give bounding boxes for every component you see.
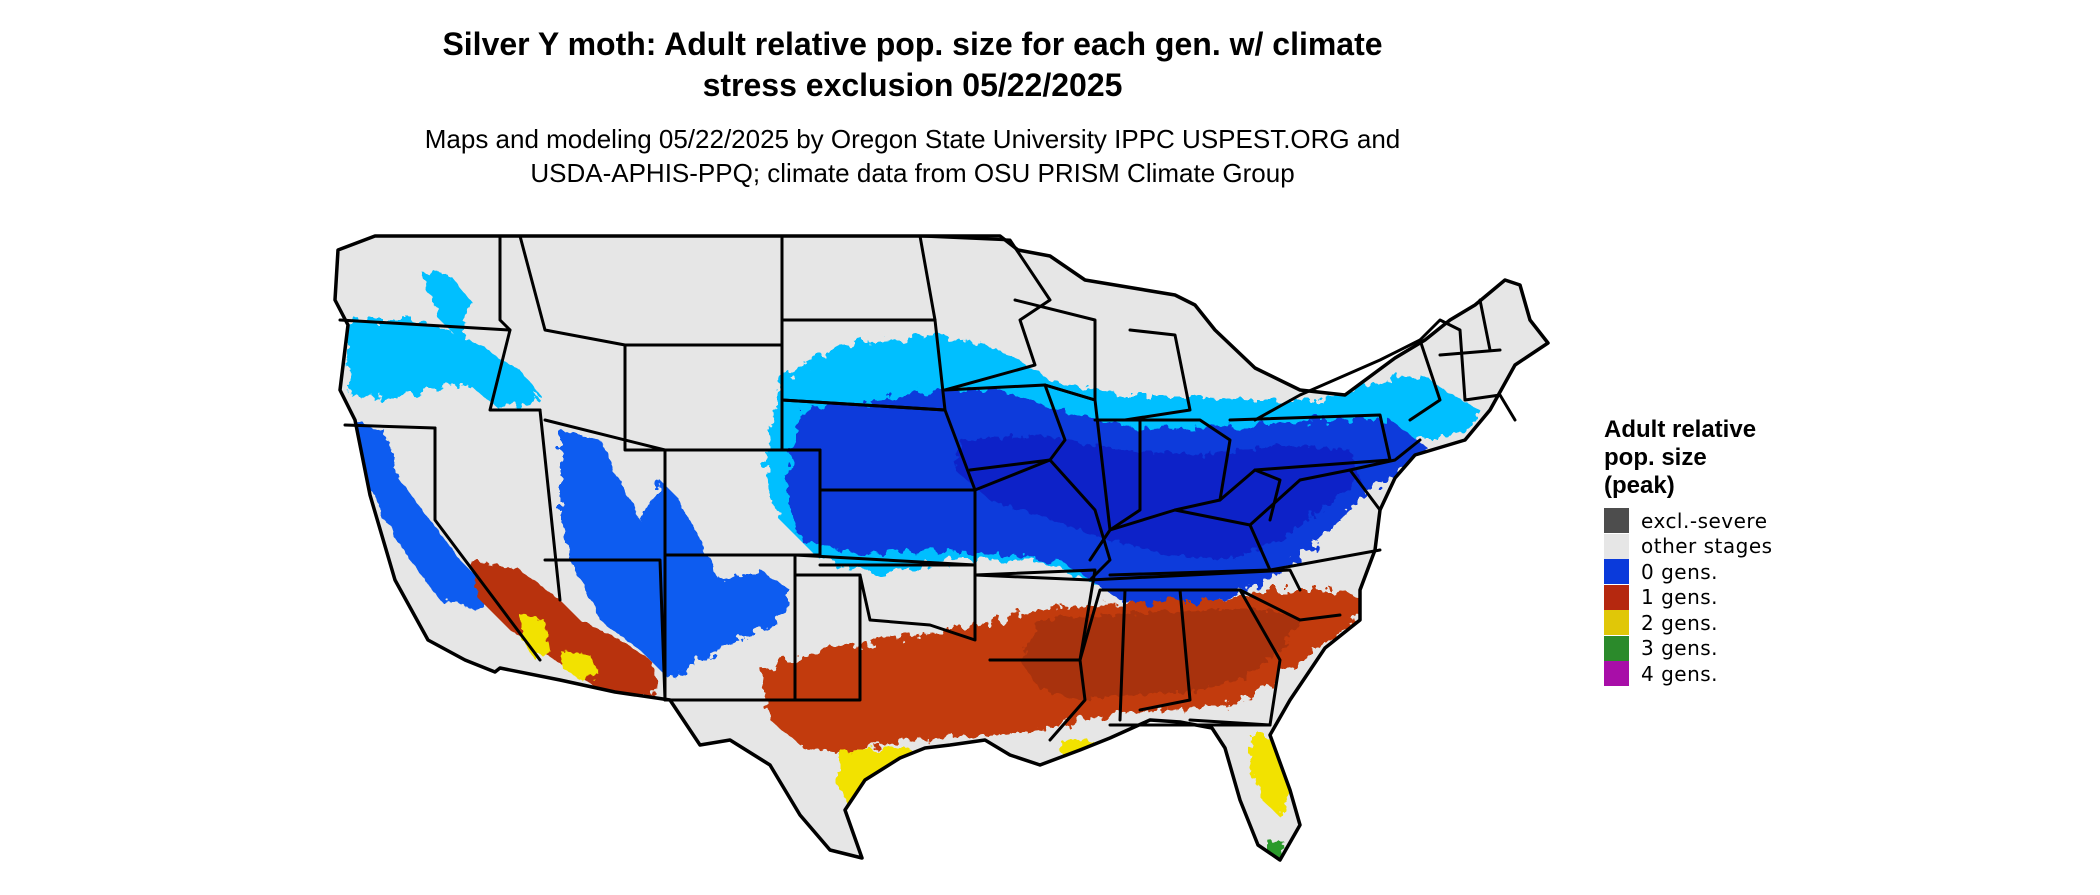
new-england-borders: [1418, 298, 1517, 422]
il-border: [1043, 383, 1112, 562]
state-borders: [338, 234, 1517, 742]
legend-title-line-2: pop. size: [1604, 444, 1707, 471]
ny-border: [1253, 338, 1442, 422]
zone-0-gens-northwest: [345, 320, 540, 410]
legend-label: 1 gens.: [1641, 585, 1719, 610]
zone-2-gens-california: [520, 615, 550, 660]
pa-border: [1228, 413, 1392, 472]
legend-label: 0 gens.: [1641, 559, 1719, 584]
ms-border: [1078, 588, 1127, 722]
zone-2-gens-arizona: [560, 650, 600, 680]
legend: Adult relative pop. size (peak) excl.-se…: [1604, 416, 1824, 687]
mn-border: [918, 234, 1052, 392]
sc-border: [1238, 588, 1342, 622]
la-border: [988, 658, 1087, 742]
map-subtitle-line-2: USDA-APHIS-PPQ; climate data from OSU PR…: [530, 158, 1295, 188]
legend-swatch: [1604, 559, 1629, 585]
md-nj-border: [1348, 438, 1422, 472]
legend-swatch: [1604, 584, 1629, 610]
az-border: [543, 558, 667, 702]
oh-border: [1138, 418, 1232, 512]
zone-1-gens-dark: [1020, 610, 1300, 700]
legend-label: 4 gens.: [1641, 661, 1719, 686]
legend-item-excl-severe: excl.-severe: [1604, 508, 1824, 534]
map-title: Silver Y moth: Adult relative pop. size …: [0, 24, 1825, 106]
map-subtitle: Maps and modeling 05/22/2025 by Oregon S…: [0, 122, 1825, 190]
legend-swatch: [1604, 533, 1629, 559]
legend-swatch: [1604, 610, 1629, 636]
wv-border: [1218, 468, 1282, 522]
zone-1-gens-southwest: [470, 560, 660, 700]
ia-border: [943, 383, 1067, 472]
in-border: [1093, 418, 1142, 532]
legend-item-0-gens: 0 gens.: [1604, 559, 1824, 585]
zone-0-gens-rockies: [420, 270, 470, 340]
tn-border: [1088, 568, 1302, 592]
legend-item-4-gens: 4 gens.: [1604, 661, 1824, 687]
legend-swatch: [1604, 508, 1629, 534]
ca-nv-border: [433, 426, 542, 662]
legend-title-line-1: Adult relative: [1604, 416, 1757, 443]
legend-label: excl.-severe: [1641, 508, 1768, 533]
wa-or-border: [338, 318, 512, 332]
legend-label: other stages: [1641, 534, 1773, 559]
legend-label: 3 gens.: [1641, 636, 1719, 661]
legend-item-2-gens: 2 gens.: [1604, 610, 1824, 636]
legend-item-3-gens: 3 gens.: [1604, 635, 1824, 662]
us-map: [333, 234, 1550, 862]
map-title-line-1: Silver Y moth: Adult relative pop. size …: [442, 26, 1383, 62]
nv-ut-border: [538, 408, 562, 602]
map-title-line-2: stress exclusion 05/22/2025: [702, 67, 1123, 103]
map-subtitle-line-1: Maps and modeling 05/22/2025 by Oregon S…: [424, 124, 1401, 154]
legend-swatch: [1604, 635, 1629, 661]
ks-border: [818, 488, 977, 567]
al-border: [1123, 588, 1192, 712]
legend-swatch: [1604, 661, 1629, 687]
legend-title: Adult relative pop. size (peak): [1604, 416, 1824, 500]
tx-border: [793, 573, 862, 702]
or-ca-border: [343, 423, 437, 430]
zone-0-gens-west: [350, 420, 490, 610]
nc-border: [1268, 548, 1382, 572]
legend-item-1-gens: 1 gens.: [1604, 584, 1824, 611]
mo-border: [973, 458, 1112, 582]
ga-border: [1178, 588, 1282, 727]
legend-item-other-stages: other stages: [1604, 533, 1824, 560]
nm-border: [663, 553, 797, 702]
id-west-border: [488, 234, 542, 412]
legend-title-line-3: (peak): [1604, 472, 1675, 499]
mi-border: [1123, 328, 1192, 422]
legend-label: 2 gens.: [1641, 610, 1719, 635]
